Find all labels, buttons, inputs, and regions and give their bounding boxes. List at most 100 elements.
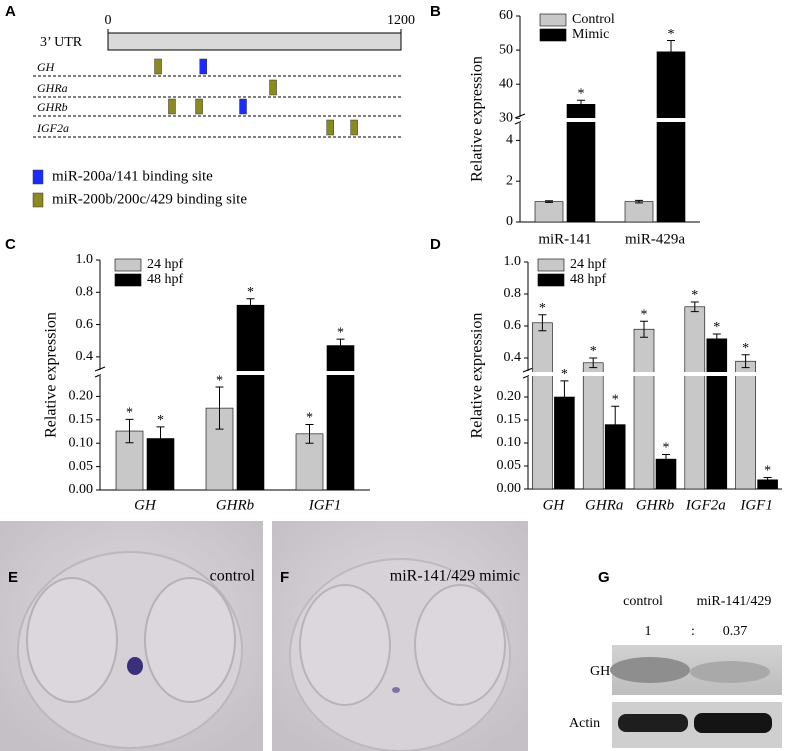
ratio: 1 xyxy=(645,624,652,639)
y-tick-label: 0.05 xyxy=(497,458,522,473)
gene-label: IGF2a xyxy=(36,121,69,135)
significance: * xyxy=(668,27,675,42)
y-tick-label: 2 xyxy=(506,173,513,188)
legend-swatch xyxy=(537,258,565,272)
break-gap xyxy=(529,372,782,376)
panel-label: control xyxy=(210,568,256,585)
legend-swatch xyxy=(114,273,142,287)
x-tick-label: 1200 xyxy=(387,13,415,28)
binding-site xyxy=(239,98,247,115)
bar xyxy=(656,51,686,223)
y-tick-label: 0.20 xyxy=(497,389,522,404)
y-tick-label: 0.6 xyxy=(504,318,522,333)
y-tick-label: 0.10 xyxy=(497,435,522,450)
break-gap xyxy=(101,371,370,375)
error-bar xyxy=(712,333,721,345)
y-tick-label: 0.4 xyxy=(504,350,522,365)
significance: * xyxy=(641,307,648,322)
panel-letter: F xyxy=(280,569,289,586)
eye xyxy=(299,584,391,706)
y-tick-label: 0.8 xyxy=(76,285,94,300)
x-tick-label: miR-141 xyxy=(538,231,591,247)
eye xyxy=(26,577,118,703)
y-tick-label: 0.6 xyxy=(76,317,94,332)
x-tick-label: 0 xyxy=(105,13,112,28)
x-tick-label: IGF2a xyxy=(685,497,726,513)
significance: * xyxy=(561,367,568,382)
axis-break xyxy=(94,366,106,372)
y-tick-label: 0.10 xyxy=(69,435,94,450)
row-label: GH xyxy=(590,664,610,679)
y-tick-label: 0.20 xyxy=(69,389,94,404)
binding-site xyxy=(195,98,203,115)
error-bar xyxy=(667,40,675,64)
significance: * xyxy=(216,373,223,388)
error-bar xyxy=(577,99,585,109)
significance: * xyxy=(578,86,585,101)
binding-site xyxy=(168,98,176,115)
y-axis-label: Relative expression xyxy=(43,312,60,438)
legend-swatch xyxy=(114,258,142,272)
band xyxy=(610,657,690,683)
y-tick-label: 30 xyxy=(499,111,513,126)
bar xyxy=(534,201,564,223)
legend-label: miR-200a/141 binding site xyxy=(52,168,213,184)
bar xyxy=(566,104,596,223)
panel-letter: G xyxy=(598,569,610,586)
y-tick-label: 1.0 xyxy=(504,254,522,269)
significance: * xyxy=(247,285,254,300)
error-bar xyxy=(763,477,772,483)
column-label: control xyxy=(623,594,663,609)
row-label: Actin xyxy=(569,716,600,731)
utr-bar xyxy=(107,32,402,51)
y-axis-label: Relative expression xyxy=(469,56,486,182)
break-gap xyxy=(521,118,700,122)
error-bar xyxy=(336,338,345,353)
binding-site xyxy=(199,58,207,75)
ratio-separator: : xyxy=(691,624,695,639)
y-tick-label: 0.00 xyxy=(497,481,522,496)
x-tick-label: GH xyxy=(134,497,157,513)
column-label: miR-141/429 xyxy=(697,594,772,609)
error-bar xyxy=(611,405,620,444)
y-tick-label: 0.05 xyxy=(69,459,94,474)
y-tick-label: 50 xyxy=(499,42,513,57)
bar xyxy=(236,304,265,491)
band xyxy=(618,714,688,732)
bar xyxy=(735,360,756,490)
legend-swatch xyxy=(539,13,567,27)
x-tick-label: GH xyxy=(543,497,566,513)
legend-label: miR-200b/200c/429 binding site xyxy=(52,191,247,207)
y-tick-label: 40 xyxy=(499,76,513,91)
bar xyxy=(326,345,355,491)
legend-label: 48 hpf xyxy=(570,272,607,287)
y-tick-label: 60 xyxy=(499,8,513,23)
legend-swatch xyxy=(539,28,567,42)
error-bar xyxy=(690,301,699,313)
y-tick-label: 0.4 xyxy=(76,349,94,364)
bar xyxy=(582,362,604,490)
eye xyxy=(144,577,236,703)
panel-letter: E xyxy=(8,569,18,586)
y-tick-label: 0 xyxy=(506,214,513,229)
error-bar xyxy=(560,380,569,414)
panel-g: G control miR-141/429 1 : 0.37 GH Actin xyxy=(569,569,782,748)
error-bar xyxy=(246,298,255,313)
panel-label: miR-141/429 mimic xyxy=(390,568,520,585)
binding-site xyxy=(269,79,277,96)
x-tick-label: IGF1 xyxy=(739,497,773,513)
significance: * xyxy=(157,413,164,428)
y-tick-label: 4 xyxy=(506,133,513,148)
legend-swatch xyxy=(537,273,565,287)
binding-site xyxy=(154,58,162,75)
significance: * xyxy=(713,320,720,335)
significance: * xyxy=(590,344,597,359)
eye xyxy=(414,584,506,706)
bar xyxy=(532,322,553,490)
error-bar xyxy=(589,357,598,369)
error-bar xyxy=(635,199,643,204)
significance: * xyxy=(126,406,133,421)
panel-letter: C xyxy=(5,236,16,253)
utr-label: 3’ UTR xyxy=(40,35,83,50)
